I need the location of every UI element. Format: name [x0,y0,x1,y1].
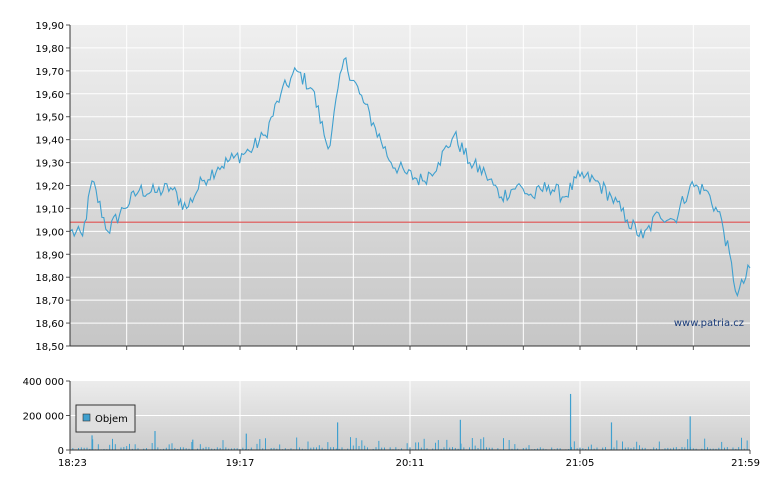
price-data-point [689,185,691,187]
price-data-point [673,219,675,221]
legend-label: Objem [95,414,128,425]
time-tick-label: 21:59 [731,458,760,469]
price-y-tick-label: 19,70 [35,67,64,78]
price-y-tick-label: 19,10 [35,204,64,215]
price-data-point [642,237,644,239]
price-y-tick-label: 19,60 [35,90,64,101]
price-data-point [248,150,250,152]
price-data-point [658,212,660,214]
price-y-tick-label: 18,80 [35,273,64,284]
price-data-point [374,127,376,129]
price-data-point [453,134,455,136]
price-data-point [311,88,313,90]
price-data-point [264,134,266,136]
price-data-point [532,196,534,198]
price-y-tick-label: 18,70 [35,296,64,307]
price-y-tick-label: 19,20 [35,182,64,193]
price-data-point [500,196,502,198]
price-data-point [138,189,140,191]
price-data-point [201,180,203,182]
volume-y-tick-label: 200 000 [23,412,64,423]
price-data-point [705,189,707,191]
price-data-point [185,207,187,209]
price-data-point [327,148,329,150]
price-data-point [749,267,751,269]
price-data-point [548,185,550,187]
price-y-tick-label: 19,40 [35,136,64,147]
price-data-point [469,162,471,164]
price-data-point [82,235,84,237]
time-tick-label: 20:11 [396,458,425,469]
time-tick-label: 19:17 [226,458,255,469]
price-data-point [736,295,738,297]
price-data-point [595,180,597,182]
price-y-tick-label: 19,80 [35,44,64,55]
price-data-point [437,162,439,164]
price-y-tick-label: 19,00 [35,227,64,238]
price-y-tick-label: 19,30 [35,159,64,170]
price-data-point [280,93,282,95]
price-data-point [516,185,518,187]
volume-y-tick-label: 400 000 [23,377,64,388]
price-data-point [579,175,581,177]
price-y-tick-label: 18,50 [35,342,64,353]
price-data-point [170,187,172,189]
price-data-point [123,207,125,209]
price-y-tick-label: 18,90 [35,250,64,261]
price-y-tick-label: 19,90 [35,21,64,32]
price-data-point [107,230,109,232]
price-data-point [233,157,235,159]
volume-y-tick-label: 0 [58,446,64,457]
price-data-point [296,70,298,72]
price-data-point [721,219,723,221]
price-data-point [390,162,392,164]
legend-swatch [82,413,91,422]
price-data-point [626,219,628,221]
price-data-point [406,173,408,175]
price-data-point [217,166,219,168]
time-tick-label: 18:23 [58,458,87,469]
price-data-point [422,180,424,182]
price-data-point [563,196,565,198]
price-data-point [91,180,93,182]
price-y-tick-label: 19,50 [35,113,64,124]
price-data-point [485,173,487,175]
price-y-tick-label: 18,60 [35,319,64,330]
price-data-point [610,196,612,198]
price-data-point [343,58,345,60]
watermark: www.patria.cz [674,318,744,329]
time-tick-label: 21:05 [566,458,595,469]
price-series-line [69,56,751,298]
price-data-point [359,93,361,95]
price-data-point [154,191,156,193]
